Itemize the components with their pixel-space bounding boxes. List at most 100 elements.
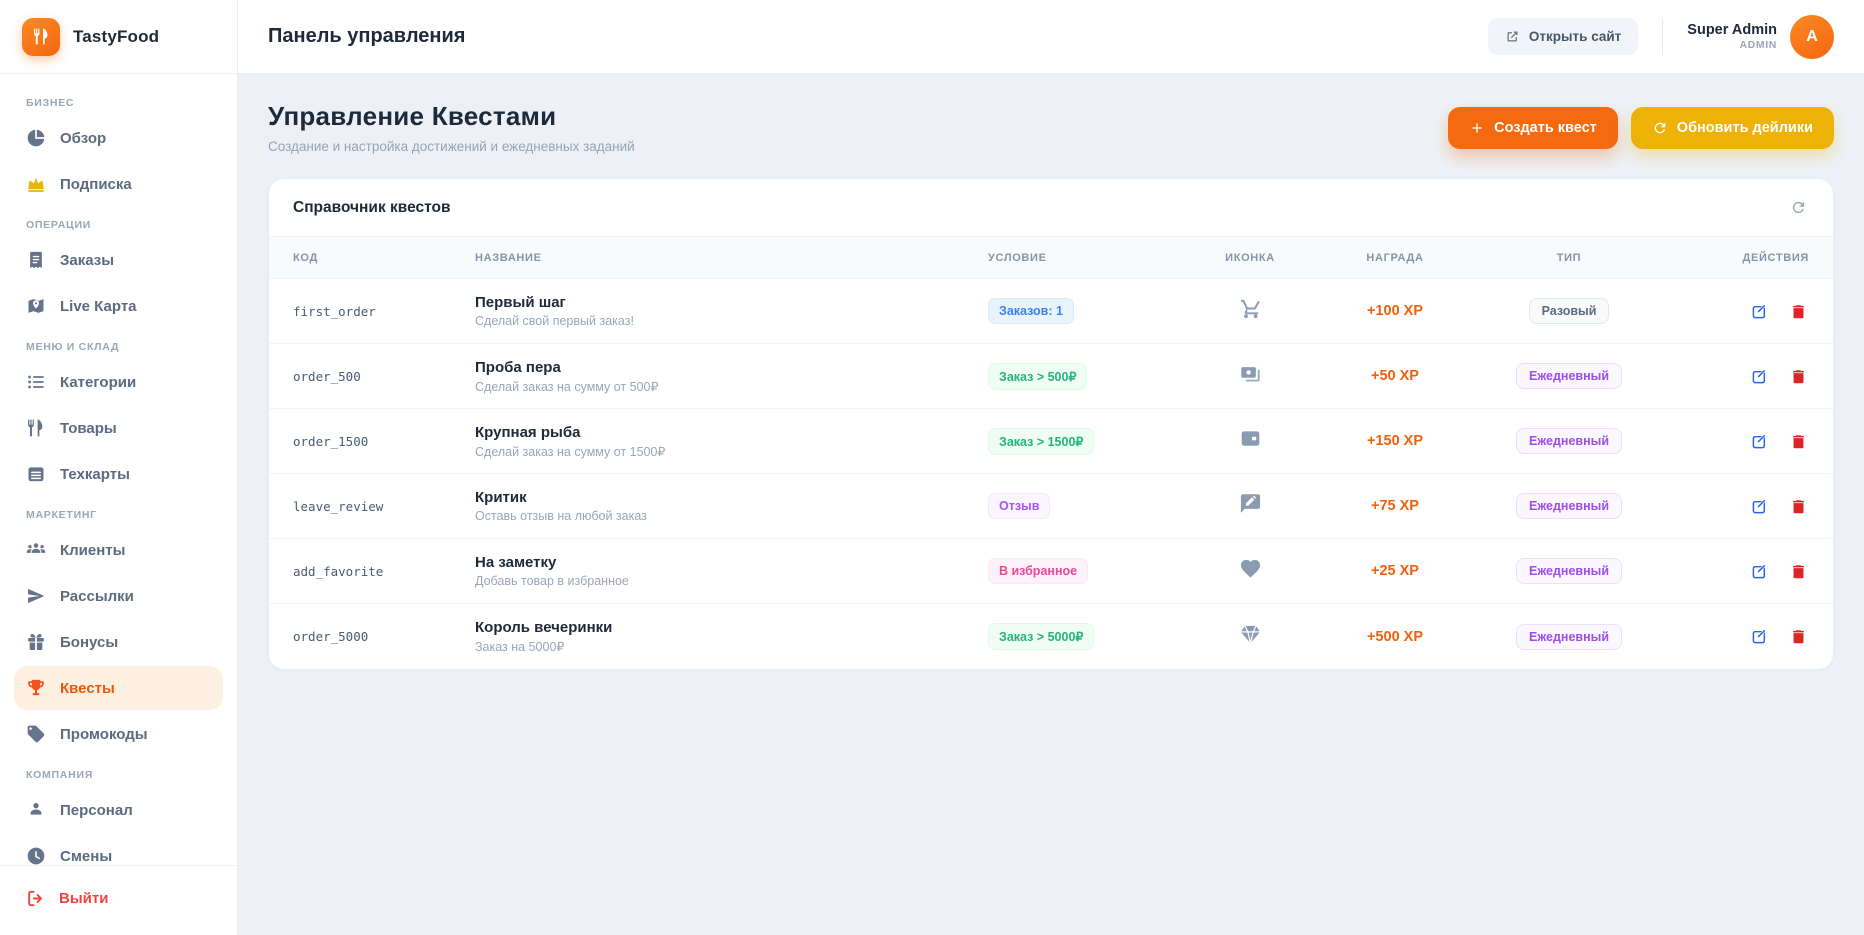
create-quest-button[interactable]: Создать квест [1448, 106, 1618, 149]
edit-icon [1752, 368, 1767, 383]
quest-name: Критик [475, 489, 527, 506]
edit-icon [1752, 303, 1767, 318]
sidebar-item-crown[interactable]: Подписка [14, 162, 223, 206]
quest-reward: +50 XP [1371, 368, 1419, 384]
quest-condition-cell: Заказ > 5000₽ [988, 623, 1188, 650]
quest-condition-cell: Отзыв [988, 493, 1188, 519]
table-refresh-button[interactable] [1788, 197, 1809, 218]
quest-icon-cell [1188, 557, 1312, 585]
condition-badge: Заказ > 5000₽ [988, 623, 1095, 650]
condition-badge: В избранное [988, 558, 1089, 584]
quest-name-cell: Критик Оставь отзыв на любой заказ [475, 489, 988, 523]
quest-name: Проба пера [475, 358, 561, 376]
quest-name: Крупная рыба [475, 423, 581, 441]
delete-quest-button[interactable] [1788, 366, 1809, 387]
delete-quest-button[interactable] [1788, 496, 1809, 517]
quest-name-cell: Первый шаг Сделай свой первый заказ! [475, 294, 988, 328]
quest-icon-cell [1188, 623, 1312, 651]
sidebar-item-tag[interactable]: Промокоды [14, 712, 223, 756]
quest-description: Заказ на 5000₽ [475, 640, 565, 654]
logout-icon [28, 890, 42, 907]
edit-icon [1752, 563, 1767, 578]
table-row: leave_review Критик Оставь отзыв на любой … [269, 474, 1833, 539]
sidebar-item-label: Товары [60, 419, 117, 437]
sidebar-item-clock[interactable]: Смены [14, 834, 223, 865]
utensils-icon [28, 419, 43, 437]
delete-quest-button[interactable] [1788, 561, 1809, 582]
quest-reward: +150 XP [1366, 433, 1424, 449]
topbar: Панель управления Открыть сайт Super Adm… [238, 0, 1864, 74]
banknotes-icon [1240, 367, 1260, 382]
refresh-dailies-button[interactable]: Обновить дейлики [1630, 106, 1834, 149]
recipe-book-icon [28, 467, 44, 482]
delete-quest-button[interactable] [1788, 626, 1809, 647]
avatar[interactable]: A [1790, 14, 1834, 59]
edit-icon [1752, 433, 1767, 448]
paper-plane-icon [28, 588, 45, 604]
sidebar-item-recipe-book[interactable]: Техкарты [14, 452, 223, 496]
sidebar-item-map-pin[interactable]: Live Карта [14, 284, 223, 328]
type-badge: Ежедневный [1515, 623, 1623, 650]
quest-code: order_5000 [293, 629, 369, 644]
clock-icon [27, 847, 45, 865]
quest-name-cell: Проба пера Сделай заказ на сумму от 500₽ [475, 359, 988, 394]
trash-icon [1793, 499, 1804, 513]
edit-quest-button[interactable] [1749, 431, 1770, 452]
sidebar-item-list[interactable]: Категории [14, 360, 223, 404]
sidebar-item-label: Смены [60, 847, 113, 865]
sidebar-item-label: Персонал [60, 801, 133, 819]
sidebar-item-label: Обзор [60, 129, 107, 147]
receipt-icon [30, 251, 42, 269]
pie-chart-icon [27, 129, 45, 147]
trash-icon [1793, 564, 1804, 578]
trash-icon [1793, 434, 1804, 448]
quest-type-cell: Ежедневный [1478, 623, 1660, 650]
edit-quest-button[interactable] [1749, 366, 1770, 387]
sidebar: TastyFood БИЗНЕС Обзор Подписка ОПЕРАЦИИ Зак… [0, 0, 238, 935]
sidebar-item-trophy[interactable]: Квесты [14, 666, 223, 710]
edit-quest-button[interactable] [1749, 496, 1770, 517]
quest-actions [1749, 301, 1809, 322]
table-row: order_500 Проба пера Сделай заказ на сумму… [269, 344, 1833, 409]
column-header: ТИП [1556, 251, 1582, 264]
quest-condition-cell: В избранное [988, 558, 1188, 584]
sidebar-item-gift[interactable]: Бонусы [14, 620, 223, 664]
sidebar-item-label: Промокоды [60, 725, 148, 743]
sidebar-item-label: Техкарты [60, 465, 130, 483]
quest-icon-cell [1188, 427, 1312, 455]
trash-icon [1793, 369, 1804, 383]
quest-code: leave_review [293, 498, 384, 514]
list-icon [28, 375, 44, 389]
column-header: НАГРАДА [1366, 251, 1424, 264]
quest-name: На заметку [475, 554, 557, 571]
condition-badge: Заказов: 1 [988, 298, 1074, 324]
sidebar-item-paper-plane[interactable]: Рассылки [14, 574, 223, 618]
delete-quest-button[interactable] [1788, 431, 1809, 452]
delete-quest-button[interactable] [1788, 301, 1809, 322]
sidebar-item-users[interactable]: Клиенты [14, 528, 223, 572]
sidebar-item-logout[interactable]: Выйти [14, 878, 223, 919]
quest-reward: +500 XP [1366, 628, 1424, 645]
sidebar-item-person[interactable]: Персонал [14, 788, 223, 832]
brand-name: TastyFood [73, 26, 160, 46]
quest-name-cell: Крупная рыба Сделай заказ на сумму от 150… [475, 424, 988, 459]
quest-description: Сделай заказ на сумму от 1500₽ [475, 444, 666, 459]
nav-section-label: БИЗНЕС [26, 97, 75, 109]
quest-code: order_1500 [293, 433, 369, 449]
open-site-button[interactable]: Открыть сайт [1487, 18, 1639, 55]
quest-actions [1749, 561, 1809, 582]
sidebar-item-utensils[interactable]: Товары [14, 406, 223, 450]
edit-quest-button[interactable] [1749, 561, 1770, 582]
sidebar-item-receipt[interactable]: Заказы [14, 238, 223, 282]
edit-quest-button[interactable] [1749, 626, 1770, 647]
sidebar-item-pie-chart[interactable]: Обзор [14, 116, 223, 160]
plus-icon [1472, 122, 1482, 133]
edit-icon [1752, 629, 1767, 644]
tag-icon [27, 725, 45, 743]
quest-icon-cell [1188, 362, 1312, 390]
topbar-title: Панель управления [268, 25, 466, 47]
edit-quest-button[interactable] [1749, 301, 1770, 322]
type-badge: Ежедневный [1515, 558, 1623, 584]
refresh-dailies-label: Обновить дейлики [1676, 119, 1813, 136]
heart-icon [1240, 559, 1260, 578]
